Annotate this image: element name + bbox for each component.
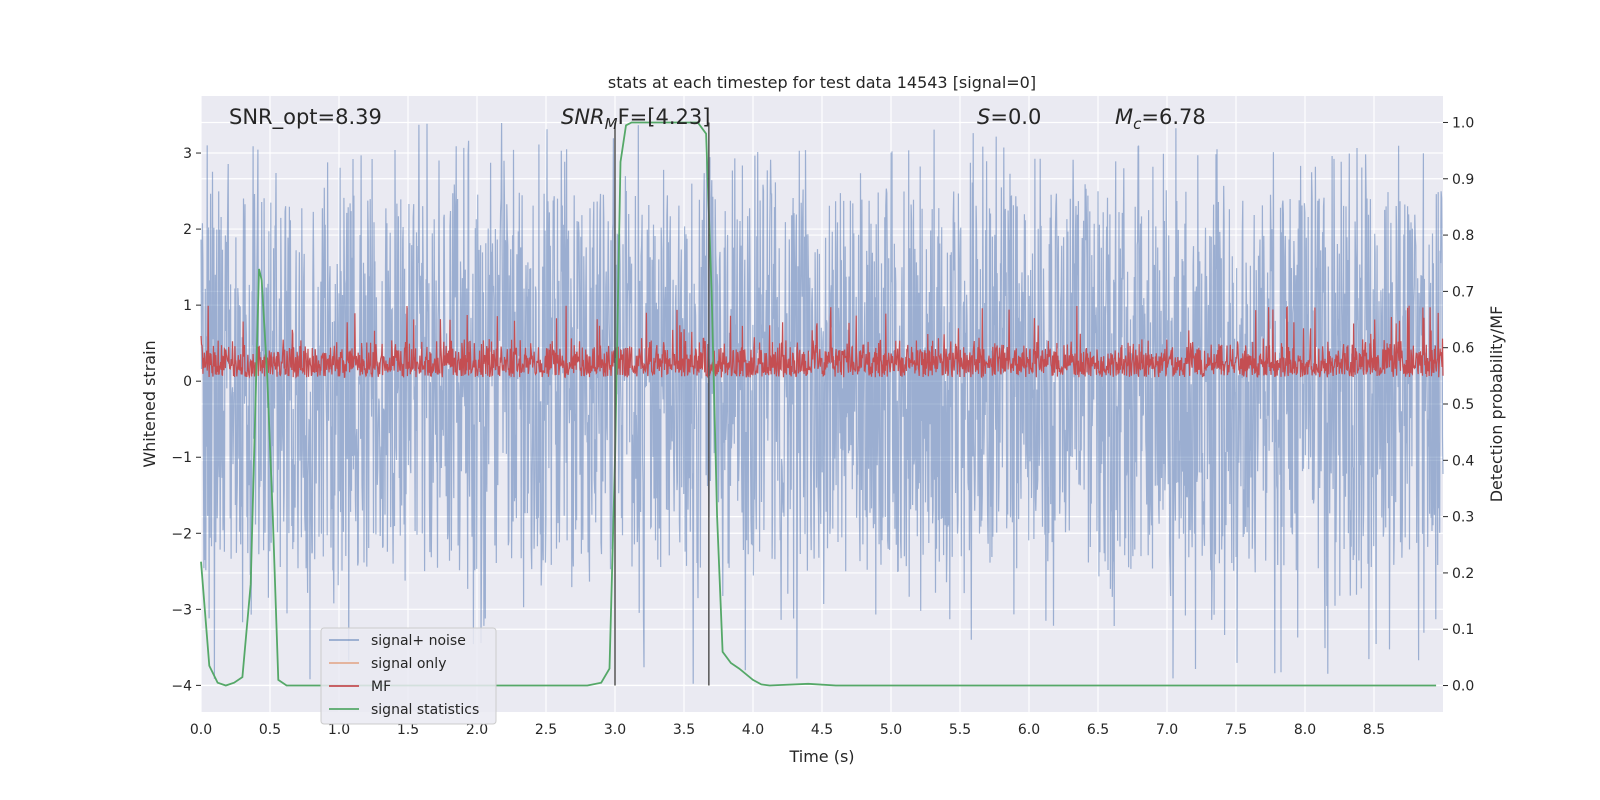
- mc-value: =6.78: [1141, 105, 1205, 129]
- series-signal-statistics-line: [200, 121, 1437, 687]
- right-y-axis-label: Detection probability/MF: [1487, 306, 1506, 503]
- chart-title: stats at each timestep for test data 145…: [608, 73, 1036, 92]
- series-mf-line: [200, 305, 1444, 379]
- s-value: =0.0: [990, 105, 1041, 129]
- mc-subscript: c: [1133, 115, 1142, 133]
- snr-mf-base: SNR: [561, 105, 605, 129]
- y-axis-label: Whitened strain: [140, 340, 159, 467]
- right-y-tick-label: 0.1: [1452, 622, 1474, 638]
- right-y-tick-label: 0.2: [1452, 566, 1474, 582]
- legend: signal+ noise signal only MF signal stat…: [320, 627, 497, 725]
- right-y-tick-label: 0.3: [1452, 510, 1474, 526]
- s-variable: S: [977, 105, 990, 129]
- legend-label-signal-only: signal only: [371, 656, 446, 672]
- x-axis-label: Time (s): [788, 747, 854, 766]
- x-tick-label: 7.5: [1225, 722, 1247, 738]
- x-tick-label: 8.5: [1363, 722, 1385, 738]
- y-tick-label: 3: [183, 146, 192, 162]
- right-y-tick-label: 0.7: [1452, 284, 1474, 300]
- right-y-tick-label: 0.4: [1452, 453, 1474, 469]
- mc-base: M: [1115, 105, 1133, 129]
- y-tick-label: −4: [171, 678, 192, 694]
- right-y-tick-labels: 1.0 0.9 0.8 0.7 0.6 0.5 0.4 0.3 0.2 0.1 0.0: [1443, 115, 1474, 695]
- legend-label-mf: MF: [371, 679, 391, 695]
- x-tick-label: 0.5: [259, 722, 281, 738]
- series-layer: [200, 121, 1444, 687]
- x-tick-labels: 0.0 0.5 1.0 1.5 2.0 2.5 3.0 3.5 4.0 4.5 5.0 5.5 6.0 6…: [190, 722, 1385, 738]
- annotation-snr-mf: SNRMF=[4.23]: [561, 105, 710, 133]
- right-y-tick-label: 0.6: [1452, 341, 1474, 357]
- x-tick-label: 5.0: [880, 722, 902, 738]
- x-tick-label: 4.0: [742, 722, 764, 738]
- legend-box: [320, 627, 497, 725]
- y-tick-label: 1: [183, 298, 192, 314]
- x-tick-label: 5.5: [949, 722, 971, 738]
- x-tick-label: 4.5: [811, 722, 833, 738]
- vertical-marker-lines: [614, 122, 710, 686]
- x-tick-label: 0.0: [190, 722, 212, 738]
- right-y-tick-label: 0.9: [1452, 172, 1474, 188]
- annotation-mc: Mc=6.78: [1115, 105, 1206, 133]
- legend-label-signal-noise: signal+ noise: [371, 633, 466, 649]
- right-y-tick-label: 0.5: [1452, 397, 1474, 413]
- right-y-tick-label: 1.0: [1452, 115, 1474, 131]
- y-tick-label: 2: [183, 222, 192, 238]
- x-tick-label: 6.0: [1018, 722, 1040, 738]
- annotation-s: S=0.0: [977, 105, 1041, 129]
- legend-label-signal-statistics: signal statistics: [371, 702, 479, 718]
- y-tick-label: −2: [171, 526, 192, 542]
- x-tick-label: 2.5: [535, 722, 557, 738]
- x-tick-label: 3.5: [673, 722, 695, 738]
- y-tick-label: −3: [171, 602, 192, 618]
- x-tick-label: 1.0: [328, 722, 350, 738]
- right-y-tick-label: 0.0: [1452, 679, 1474, 695]
- snr-mf-subscript: M: [605, 115, 618, 133]
- right-y-tick-label: 0.8: [1452, 228, 1474, 244]
- annotation-snr-opt: SNR_opt=8.39: [229, 105, 382, 130]
- x-tick-label: 6.5: [1087, 722, 1109, 738]
- x-tick-label: 1.5: [397, 722, 419, 738]
- x-tick-label: 8.0: [1294, 722, 1316, 738]
- snr-mf-rest: F=[4.23]: [618, 105, 711, 129]
- y-tick-labels: 3 2 1 0 −1 −2 −3 −4: [171, 146, 201, 694]
- x-tick-label: 7.0: [1156, 722, 1178, 738]
- x-tick-label: 3.0: [604, 722, 626, 738]
- series-signal-noise-line: [200, 122, 1444, 684]
- y-tick-label: −1: [171, 450, 192, 466]
- x-tick-label: 2.0: [466, 722, 488, 738]
- y-tick-label: 0: [183, 374, 192, 390]
